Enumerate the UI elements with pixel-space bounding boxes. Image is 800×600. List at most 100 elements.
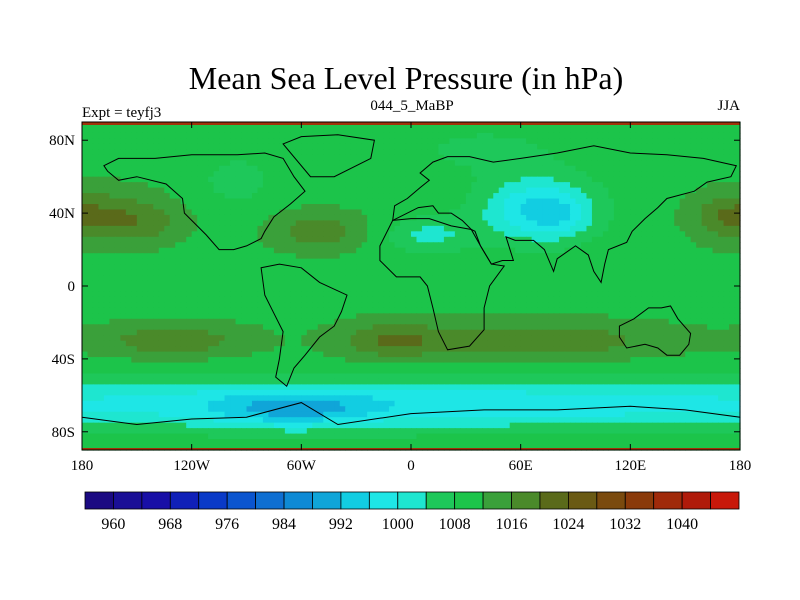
field-cell <box>356 236 363 243</box>
field-cell <box>164 307 171 314</box>
field-cell <box>328 165 335 172</box>
field-cell <box>284 214 291 221</box>
field-cell <box>312 335 319 342</box>
field-cell <box>180 127 187 134</box>
field-cell <box>564 132 571 139</box>
field-cell <box>602 253 609 260</box>
field-cell <box>712 318 719 325</box>
field-cell <box>487 242 494 249</box>
field-cell <box>169 286 176 293</box>
field-cell <box>471 247 478 254</box>
field-cell <box>624 214 631 221</box>
field-cell <box>98 318 105 325</box>
field-cell <box>219 220 226 227</box>
field-cell <box>427 204 434 211</box>
field-cell <box>262 220 270 227</box>
field-cell <box>383 209 390 216</box>
field-cell <box>624 209 631 216</box>
field-cell <box>493 143 500 150</box>
field-cell <box>635 214 642 221</box>
field-cell <box>268 198 275 205</box>
field-cell <box>427 132 434 139</box>
field-cell <box>729 127 736 134</box>
field-cell <box>531 138 538 145</box>
field-cell <box>169 149 176 156</box>
field-cell <box>82 149 89 156</box>
field-cell <box>421 253 429 260</box>
field-cell <box>400 204 407 211</box>
field-cell <box>131 127 138 134</box>
field-cell <box>284 176 291 183</box>
field-cell <box>531 324 538 331</box>
field-cell <box>339 286 346 293</box>
field-cell <box>482 149 489 156</box>
field-cell <box>553 127 560 134</box>
field-cell <box>224 127 231 134</box>
field-cell <box>608 335 615 342</box>
field-cell <box>169 335 176 342</box>
field-cell <box>219 122 226 129</box>
field-cell <box>707 154 714 161</box>
field-cell <box>306 171 313 178</box>
field-cell <box>284 182 291 189</box>
field-cell <box>202 275 209 282</box>
field-cell <box>559 253 566 260</box>
field-cell <box>131 204 138 211</box>
field-cell <box>416 275 423 282</box>
field-cell <box>553 329 560 336</box>
field-cell <box>729 313 736 320</box>
field-cell <box>295 231 302 238</box>
field-cell <box>482 346 489 353</box>
field-cell <box>180 122 187 129</box>
field-cell <box>301 149 308 156</box>
field-cell <box>493 247 500 254</box>
field-cell <box>493 149 500 156</box>
field-cell <box>147 132 154 139</box>
field-cell <box>487 198 494 205</box>
field-cell <box>646 193 653 200</box>
field-cell <box>652 165 659 172</box>
field-cell <box>515 296 522 303</box>
field-cell <box>295 225 302 232</box>
field-cell <box>509 154 516 161</box>
field-cell <box>580 204 588 211</box>
field-cell <box>378 275 385 282</box>
field-cell <box>449 160 456 167</box>
field-cell <box>120 253 127 260</box>
field-cell <box>493 154 500 161</box>
field-cell <box>334 258 341 265</box>
field-cell <box>454 318 461 325</box>
field-cell <box>158 149 165 156</box>
field-cell <box>487 247 494 254</box>
field-cell <box>169 253 176 260</box>
field-cell <box>257 214 264 221</box>
field-cell <box>443 187 450 194</box>
field-cell <box>339 204 346 211</box>
field-cell <box>142 225 149 232</box>
field-cell <box>262 318 270 325</box>
field-cell <box>718 182 725 189</box>
field-cell <box>460 291 467 298</box>
field-cell <box>619 258 626 265</box>
field-cell <box>345 296 352 303</box>
field-cell <box>312 204 319 211</box>
field-cell <box>531 220 538 227</box>
field-cell <box>235 198 242 205</box>
field-cell <box>718 307 725 314</box>
field-cell <box>657 269 664 276</box>
field-cell <box>460 204 467 211</box>
field-cell <box>421 329 429 336</box>
field-cell <box>411 258 418 265</box>
field-cell <box>295 307 302 314</box>
field-cell <box>158 122 165 129</box>
field-cell <box>273 247 280 254</box>
field-cell <box>674 122 681 129</box>
field-cell <box>246 264 253 271</box>
field-cell <box>652 291 659 298</box>
field-cell <box>153 286 160 293</box>
field-cell <box>707 318 714 325</box>
field-cell <box>356 214 363 221</box>
field-cell <box>290 340 297 347</box>
field-cell <box>164 275 171 282</box>
field-cell <box>482 165 489 172</box>
